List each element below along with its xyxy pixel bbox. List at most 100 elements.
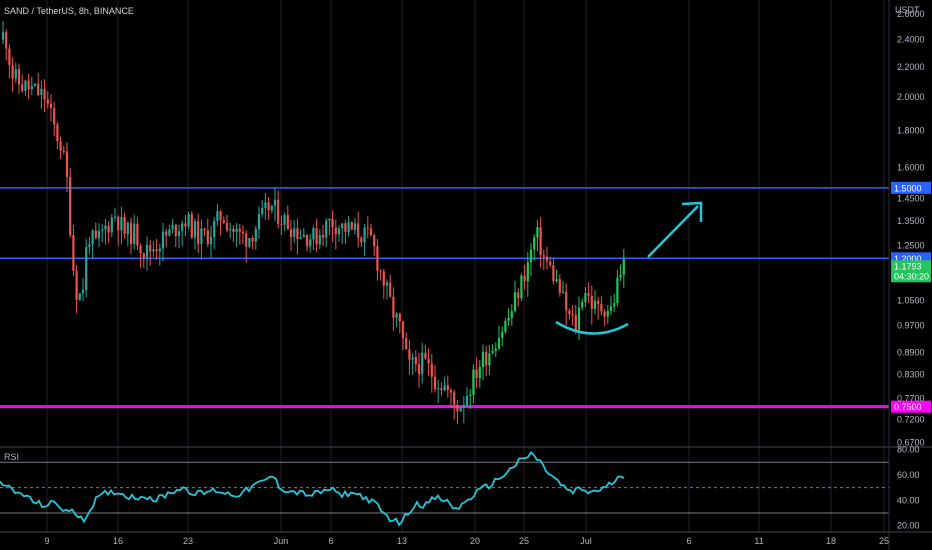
candle-body	[606, 310, 609, 317]
candle-body	[155, 249, 158, 252]
candle-body	[286, 215, 289, 230]
level-price-tag	[891, 252, 931, 265]
candle-body	[408, 349, 411, 360]
grid	[46, 0, 885, 532]
candle-body	[139, 245, 142, 254]
candle-body	[97, 230, 101, 239]
candle-body	[533, 237, 536, 250]
candle-body	[497, 337, 501, 349]
candle-body	[305, 234, 309, 247]
price-tick-label: 1.0500	[897, 295, 925, 305]
candle-body	[24, 80, 27, 91]
last-price-label: 1.1793	[894, 261, 922, 271]
candle-body	[14, 69, 17, 79]
candle-body	[417, 364, 421, 374]
candle-body	[389, 282, 392, 297]
candle-body	[321, 235, 325, 238]
candle-body	[325, 220, 328, 238]
time-tick-label: 6	[328, 536, 333, 546]
up-arrow-head[interactable]	[681, 201, 703, 222]
candle-body	[353, 223, 357, 230]
candle-body	[174, 224, 177, 237]
time-tick-label: 6	[686, 536, 691, 546]
candle-body	[190, 214, 193, 238]
candle-body	[411, 357, 414, 360]
candle-body	[257, 213, 261, 230]
candle-body	[523, 275, 526, 282]
candle-body	[241, 231, 245, 234]
candle-body	[443, 385, 446, 391]
candle-body	[481, 351, 485, 368]
level-price-tag	[891, 400, 931, 413]
candle-body	[110, 217, 113, 233]
candle-body	[219, 211, 222, 221]
candle-body	[120, 217, 123, 231]
candle-body	[472, 369, 475, 395]
candle-body	[72, 235, 75, 271]
candle-body	[350, 222, 353, 230]
candle-body	[593, 300, 597, 309]
candle-body	[597, 300, 600, 304]
up-arrow-shaft[interactable]	[647, 205, 699, 258]
candle-body	[5, 32, 8, 49]
candle-body	[469, 394, 472, 396]
candle-body	[280, 223, 283, 225]
candle-body	[53, 108, 56, 125]
candle-body	[264, 202, 267, 208]
candle-body	[168, 229, 171, 236]
candle-body	[379, 270, 382, 272]
candle-body	[152, 249, 155, 252]
candle-body	[149, 245, 152, 252]
price-tick-label: 1.3500	[897, 216, 925, 226]
price-tick-label: 1.2500	[897, 240, 925, 250]
candle-body	[376, 246, 379, 271]
candle-body	[85, 247, 88, 290]
annotations[interactable]	[555, 201, 703, 335]
candle-body	[465, 395, 469, 406]
candle-body	[113, 216, 117, 218]
candle-body	[513, 292, 517, 312]
candle-body	[478, 367, 481, 379]
candle-body	[462, 405, 465, 408]
candle-body	[312, 228, 315, 240]
rsi-tick-label: 80.00	[897, 445, 920, 455]
candle-body	[225, 222, 229, 231]
rsi-tick-label: 40.00	[897, 495, 920, 505]
candle-body	[494, 348, 497, 351]
candle-body	[21, 84, 24, 91]
candle-body	[254, 229, 257, 242]
candle-body	[94, 230, 97, 239]
symbol-title: SAND / TetherUS, 8h, BINANCE	[4, 6, 134, 16]
candle-body	[136, 223, 139, 246]
last-price-tag	[891, 260, 931, 283]
candle-body	[360, 237, 363, 243]
candle-body	[296, 228, 299, 240]
candle-body	[229, 228, 232, 231]
candle-body	[440, 388, 443, 391]
candle-body	[485, 351, 488, 366]
candle-body	[433, 376, 437, 390]
candle-body	[277, 199, 280, 224]
rounded-bottom-curve[interactable]	[555, 320, 629, 335]
candle-body	[568, 310, 571, 315]
price-tick-label: 0.6700	[897, 437, 925, 447]
candle-body	[385, 282, 389, 286]
candle-body	[526, 262, 529, 282]
countdown-label: 04:30:20	[894, 271, 929, 281]
candle-body	[395, 313, 398, 318]
candle-body	[33, 83, 37, 86]
candle-body	[30, 85, 33, 90]
candle-body	[315, 228, 318, 245]
candle-body	[248, 238, 251, 247]
level-price-tag	[891, 181, 931, 194]
candle-body	[414, 357, 417, 365]
candle-body	[69, 176, 72, 236]
candle-body	[552, 264, 555, 282]
candle-body	[261, 207, 264, 214]
candle-body	[600, 303, 603, 312]
candle-body	[270, 205, 273, 211]
candle-body	[501, 331, 504, 338]
